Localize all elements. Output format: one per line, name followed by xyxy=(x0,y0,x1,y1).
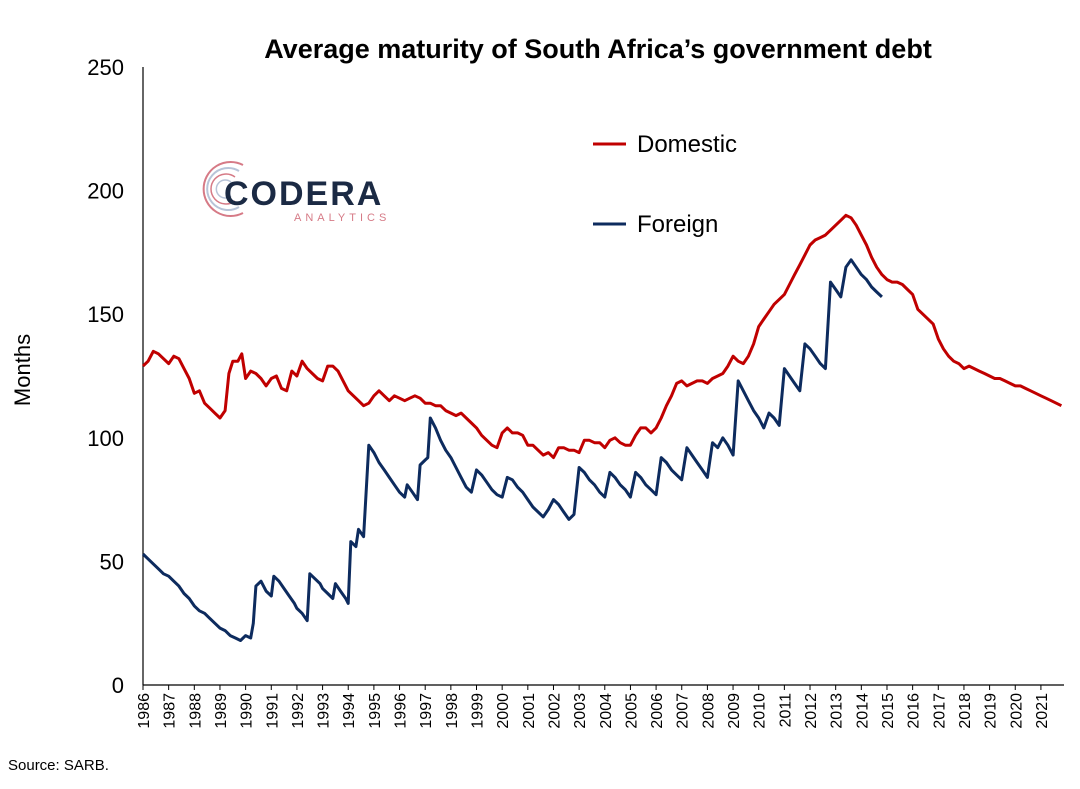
y-ticks: 0 50 100 150 200 250 xyxy=(87,55,124,698)
x-tick-label: 1997 xyxy=(418,693,435,729)
y-tick-label: 200 xyxy=(87,179,124,204)
x-tick-label: 1993 xyxy=(316,693,333,729)
y-axis-label: Months xyxy=(10,334,35,406)
x-tick-label: 2019 xyxy=(983,693,1000,729)
x-tick-label: 1998 xyxy=(444,693,461,729)
x-tick-label: 2021 xyxy=(1034,693,1051,729)
x-tick-label: 2010 xyxy=(752,693,769,729)
x-tick-label: 2003 xyxy=(572,693,589,729)
x-tick-label: 2012 xyxy=(803,693,820,729)
legend: Domestic Foreign xyxy=(593,131,737,238)
logo-sub: ANALYTICS xyxy=(294,212,390,224)
x-tick-label: 2007 xyxy=(675,693,692,729)
y-tick-label: 50 xyxy=(100,549,124,574)
legend-label-domestic: Domestic xyxy=(637,131,737,158)
x-tick-label: 2013 xyxy=(829,693,846,729)
x-tick-label: 1989 xyxy=(213,693,230,729)
chart-title: Average maturity of South Africa’s gover… xyxy=(264,34,932,64)
x-tick-label: 2016 xyxy=(906,693,923,729)
x-tick-label: 1995 xyxy=(367,693,384,729)
codera-logo-mark xyxy=(202,161,244,217)
x-ticks: 1986 1987 1988 1989 1990 1991 1992 1993 1994 1995… xyxy=(136,685,1051,729)
x-tick-label: 2017 xyxy=(931,693,948,729)
x-tick-label: 1999 xyxy=(470,693,487,729)
codera-logo: CODERA ANALYTICS xyxy=(202,161,390,224)
y-tick-label: 250 xyxy=(87,55,124,80)
x-tick-label: 1994 xyxy=(341,693,358,729)
x-tick-label: 1991 xyxy=(264,693,281,729)
logo-name: CODERA xyxy=(224,175,383,213)
legend-label-foreign: Foreign xyxy=(637,211,718,238)
series-line-foreign xyxy=(141,258,883,642)
x-tick-label: 2020 xyxy=(1008,693,1025,729)
x-tick-label: 2014 xyxy=(854,693,871,729)
x-tick-label: 2005 xyxy=(623,693,640,729)
x-tick-label: 2004 xyxy=(598,693,615,729)
y-tick-label: 150 xyxy=(87,302,124,327)
source-note: Source: SARB. xyxy=(8,757,109,774)
x-tick-label: 1990 xyxy=(239,693,256,729)
x-tick-label: 2001 xyxy=(521,693,538,729)
x-tick-label: 1986 xyxy=(136,693,153,729)
x-tick-label: 1996 xyxy=(393,693,410,729)
axes xyxy=(142,67,1064,686)
x-tick-label: 2009 xyxy=(726,693,743,729)
y-tick-label: 100 xyxy=(87,426,124,451)
x-tick-label: 1987 xyxy=(162,693,179,729)
series-lines xyxy=(141,213,1063,642)
x-tick-label: 1988 xyxy=(187,693,204,729)
x-tick-label: 2011 xyxy=(777,693,794,728)
x-tick-label: 2008 xyxy=(700,693,717,729)
x-tick-label: 2002 xyxy=(546,693,563,729)
x-tick-label: 1992 xyxy=(290,693,307,729)
x-tick-label: 2015 xyxy=(880,693,897,729)
series-line-domestic xyxy=(141,213,1063,460)
y-tick-label: 0 xyxy=(112,673,124,698)
x-tick-label: 2006 xyxy=(649,693,666,729)
x-tick-label: 2000 xyxy=(495,693,512,729)
x-tick-label: 2018 xyxy=(957,693,974,729)
